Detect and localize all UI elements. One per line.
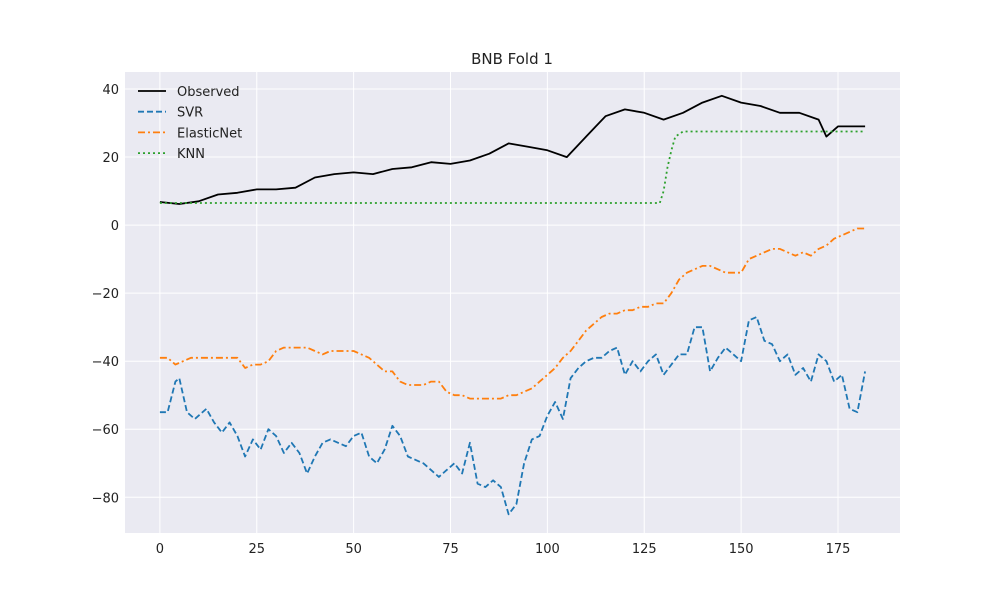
plot-background: [125, 72, 900, 533]
y-tick-label: −80: [92, 491, 119, 506]
y-tick-label: 0: [111, 219, 119, 234]
x-tick-label: 75: [442, 542, 459, 557]
y-tick-label: 40: [102, 83, 119, 98]
y-tick-label: −20: [92, 287, 119, 302]
y-tick-label: 20: [102, 151, 119, 166]
legend-label-elasticnet: ElasticNet: [177, 126, 242, 141]
x-tick-label: 100: [535, 542, 560, 557]
series-line-observed: [159, 94, 866, 205]
y-axis-ticks: −80 −60 −40 −20 0 20 40: [92, 83, 119, 506]
x-tick-label: 150: [729, 542, 754, 557]
y-tick-label: −40: [92, 355, 119, 370]
series-line-svr: [159, 316, 866, 516]
x-tick-label: 50: [345, 542, 362, 557]
x-axis-ticks: 0 25 50 75 100 125 150 175: [156, 542, 851, 557]
x-tick-label: 125: [632, 542, 657, 557]
legend-label-observed: Observed: [177, 85, 240, 100]
series-layer: [159, 94, 866, 516]
legend: Observed SVR ElasticNet KNN: [138, 85, 242, 162]
y-tick-label: −60: [92, 423, 119, 438]
x-tick-label: 0: [156, 542, 164, 557]
x-tick-label: 175: [826, 542, 851, 557]
legend-label-knn: KNN: [177, 147, 205, 162]
legend-label-svr: SVR: [177, 106, 203, 121]
series-line-elasticnet: [159, 227, 866, 400]
series-line-knn: [159, 130, 866, 204]
grid: [125, 72, 900, 533]
x-tick-label: 25: [248, 542, 265, 557]
chart-title: BNB Fold 1: [471, 50, 553, 68]
